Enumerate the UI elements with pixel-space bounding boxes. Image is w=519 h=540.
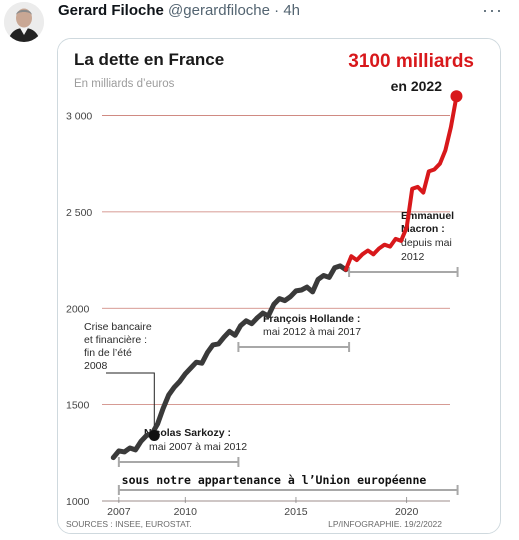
headline-year: en 2022 [391, 78, 443, 94]
x-tick-label-2020: 2020 [395, 506, 419, 518]
sarkozy-annotation: Nicolas Sarkozy : mai 2007 à mai 2012 [144, 427, 247, 453]
x-tick-labels: 2007 2010 2015 2020 [107, 506, 418, 518]
mandate-brackets [117, 267, 459, 495]
sarkozy-name: Nicolas Sarkozy : [144, 427, 231, 439]
y-tick-label-2000: 2000 [66, 303, 90, 315]
sarkozy-period: mai 2007 à mai 2012 [149, 441, 247, 453]
y-tick-labels: 1000 1500 2000 2 500 3 000 [66, 111, 92, 508]
end-value-marker [450, 90, 463, 103]
hollande-name: François Hollande : [263, 313, 360, 325]
macron-period-line-2: 2012 [401, 251, 425, 263]
eu-membership-label: sous notre appartenance à l’Union europé… [122, 473, 427, 487]
chart-sources: SOURCES : INSEE, EUROSTAT. [66, 519, 192, 529]
chart-subtitle: En milliards d’euros [74, 78, 175, 90]
more-options-button[interactable]: ··· [482, 0, 503, 21]
macron-annotation: Emmanuel Macron : depuis mai 2012 [401, 210, 454, 263]
tweet-author: Gerard Filoche @gerardfiloche · 4h [58, 2, 300, 20]
avatar[interactable] [4, 2, 44, 42]
x-tick-label-2010: 2010 [174, 506, 198, 518]
macron-period-line-1: depuis mai [401, 237, 452, 249]
crisis-text-line-1: Crise bancaire [84, 321, 152, 333]
headline-value: 3100 milliards [348, 51, 474, 72]
crisis-annotation: Crise bancaire et financière : fin de l’… [84, 321, 155, 436]
x-tick-label-2007: 2007 [107, 506, 131, 518]
crisis-marker [148, 429, 160, 441]
y-tick-label-1000: 1000 [66, 496, 90, 508]
author-name[interactable]: Gerard Filoche [58, 2, 164, 19]
tweet-image[interactable]: 1000 1500 2000 2 500 3 000 2007 2010 2015 2020 … [57, 38, 501, 534]
more-dots-icon: ··· [482, 0, 503, 20]
tweet-header: Gerard Filoche @gerardfiloche · 4h ··· [0, 0, 519, 44]
meta-separator: · [274, 2, 280, 19]
hollande-annotation: François Hollande : mai 2012 à mai 2017 [263, 313, 361, 338]
chart-title: La dette en France [74, 50, 224, 69]
y-tick-label-1500: 1500 [66, 400, 90, 412]
x-tick-label-2015: 2015 [284, 506, 308, 518]
y-tick-label-3000: 3 000 [66, 111, 92, 123]
crisis-text-line-4: 2008 [84, 360, 108, 372]
tweet-time[interactable]: 4h [283, 2, 301, 19]
crisis-leader-line [106, 372, 155, 436]
author-handle[interactable]: @gerardfiloche [168, 2, 270, 19]
y-tick-label-2500: 2 500 [66, 207, 92, 219]
chart-credit: LP/INFOGRAPHIE. 19/2/2022 [328, 519, 442, 529]
macron-name-line-1: Emmanuel [401, 210, 454, 222]
hollande-period: mai 2012 à mai 2017 [263, 326, 361, 338]
crisis-text-line-2: et financière : [84, 334, 147, 346]
avatar-portrait-icon [4, 2, 44, 42]
chart-grid [102, 115, 450, 503]
macron-name-line-2: Macron : [401, 223, 445, 235]
crisis-text-line-3: fin de l’été [84, 347, 132, 359]
debt-line-after-2017 [343, 94, 459, 272]
